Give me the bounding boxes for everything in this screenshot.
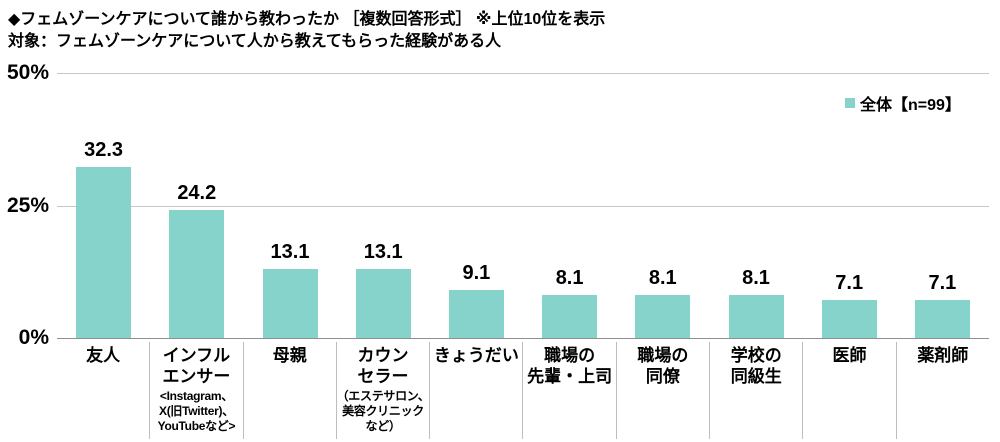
y-axis-tick-label: 50%	[6, 61, 49, 84]
category-label-line: 母親	[272, 346, 307, 365]
bar-value-label: 32.3	[84, 138, 124, 161]
bar-value-label: 9.1	[462, 261, 491, 284]
category-label-line: エンサー	[162, 367, 231, 386]
category-label-line: カウン	[357, 346, 409, 365]
bar-value-label: 8.1	[742, 267, 770, 290]
category-label-line: インフル	[162, 346, 231, 365]
legend-swatch-icon	[845, 98, 855, 108]
gridline	[57, 73, 989, 74]
category-label: 職場の 同僚	[615, 342, 709, 439]
bar	[821, 300, 877, 338]
category-label-line: 友人	[86, 346, 121, 365]
category-label-line: 医師	[832, 346, 867, 365]
category-sublabel-line: YouTubeなど>	[157, 419, 236, 433]
category-label: 職場の 先輩・上司	[522, 342, 615, 439]
bar-value-label: 13.1	[363, 240, 403, 263]
bar-value-label: 7.1	[835, 272, 864, 295]
legend-label: 全体【n=99】	[860, 97, 961, 114]
bar	[355, 268, 411, 338]
bar-value-label: 13.1	[270, 240, 310, 263]
bar-value-label: 24.2	[177, 181, 217, 204]
category-label: 母親	[242, 342, 336, 439]
category-sublabel: <Instagram、 X(旧Twitter)、 YouTubeなど>	[136, 389, 256, 434]
category-sublabel-line: など）	[365, 419, 401, 433]
y-axis-tick-label: 25%	[6, 193, 49, 217]
category-axis: 友人 インフルエンサー <Instagram、 X(旧Twitter)、 YouTube…	[57, 342, 989, 439]
category-sublabel: （エステサロン、 美容クリニック など）	[323, 389, 443, 434]
category-label-line: 同級生	[730, 367, 782, 386]
category-label-line: 先輩・上司	[527, 367, 613, 386]
x-axis-line	[57, 338, 989, 339]
bar	[76, 166, 132, 338]
chart-title: ◆フェムゾーンケアについて誰から教わったか ［複数回答形式］ ※上位10位を表示	[8, 11, 606, 28]
category-sublabel-line: <Instagram、	[159, 389, 233, 403]
category-label: カウンセラー （エステサロン、 美容クリニック など）	[335, 342, 430, 439]
category-label-line: 職場の	[544, 346, 596, 365]
bar	[262, 268, 318, 338]
category-label-line: 同僚	[645, 367, 680, 386]
category-label: 友人	[57, 342, 149, 439]
category-label: 学校の 同級生	[709, 342, 802, 439]
category-label: インフルエンサー <Instagram、 X(旧Twitter)、 YouTubeなど…	[149, 342, 242, 439]
bar	[635, 295, 691, 338]
category-label-line: セラー	[357, 367, 409, 386]
category-label-line: 薬剤師	[917, 346, 969, 365]
category-label: きょうだい	[429, 342, 522, 439]
category-label: 医師	[802, 342, 895, 439]
category-label-line: きょうだい	[433, 346, 519, 365]
legend: 全体【n=99】	[845, 91, 961, 115]
bar-value-label: 8.1	[555, 267, 584, 290]
category-label: 薬剤師	[895, 342, 989, 439]
chart-subtitle: 対象：フェムゾーンケアについて人から教えてもらった経験がある人	[8, 33, 502, 50]
y-axis-tick-label: 0%	[18, 326, 49, 349]
category-label-line: 学校の	[730, 346, 782, 365]
bar	[169, 209, 225, 338]
bar	[914, 300, 970, 338]
bar-value-label: 7.1	[928, 272, 957, 295]
bar	[448, 289, 504, 338]
category-sublabel-line: （エステサロン、	[336, 389, 430, 403]
bar	[542, 295, 598, 338]
category-sublabel-line: 美容クリニック	[342, 404, 424, 418]
bar	[728, 295, 784, 338]
category-label-line: 職場の	[637, 346, 689, 365]
category-sublabel-line: X(旧Twitter)、	[159, 404, 234, 418]
gridline	[57, 205, 989, 207]
bar-value-label: 8.1	[648, 267, 677, 290]
